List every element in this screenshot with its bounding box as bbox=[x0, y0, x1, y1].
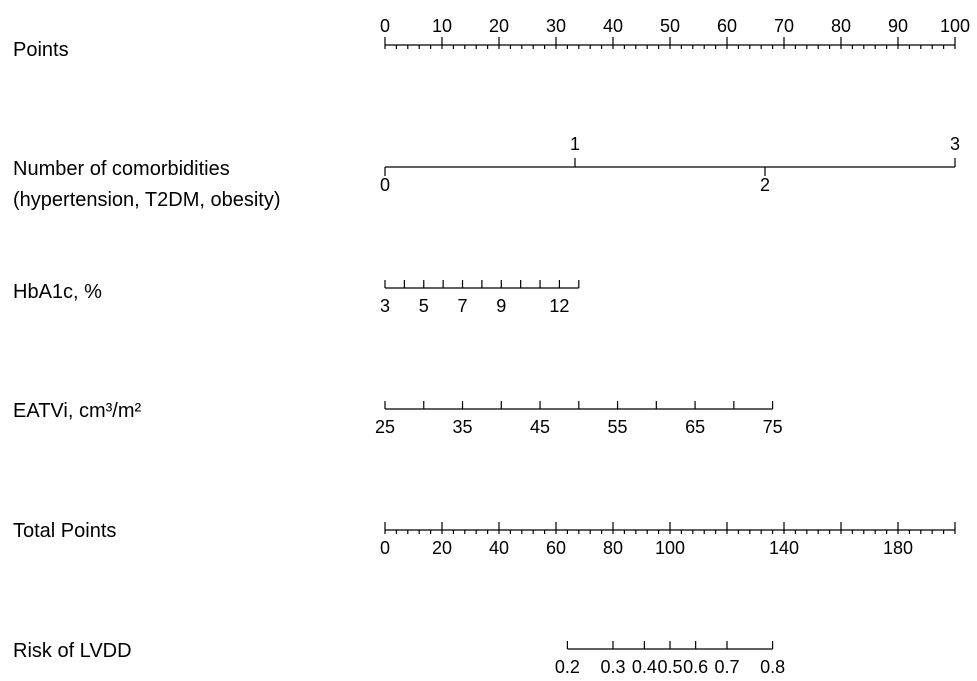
tick-label-total_points: 0 bbox=[380, 538, 390, 558]
tick-label-points: 0 bbox=[380, 16, 390, 36]
tick-label-risk: 0.5 bbox=[657, 657, 682, 677]
tick-label-hba1c: 7 bbox=[458, 296, 468, 316]
tick-label-total_points: 40 bbox=[489, 538, 509, 558]
tick-label-risk: 0.2 bbox=[555, 657, 580, 677]
tick-label-points: 90 bbox=[888, 16, 908, 36]
tick-label-hba1c: 5 bbox=[419, 296, 429, 316]
tick-label-points: 40 bbox=[603, 16, 623, 36]
tick-label-total_points: 60 bbox=[546, 538, 566, 558]
tick-label-points: 20 bbox=[489, 16, 509, 36]
row-label-risk: Risk of LVDD bbox=[13, 640, 132, 662]
tick-label-comorbidities: 3 bbox=[950, 134, 960, 154]
tick-label-points: 30 bbox=[546, 16, 566, 36]
tick-label-points: 10 bbox=[432, 16, 452, 36]
tick-label-risk: 0.7 bbox=[714, 657, 739, 677]
tick-label-risk: 0.6 bbox=[683, 657, 708, 677]
tick-label-total_points: 140 bbox=[769, 538, 799, 558]
tick-label-eatvi: 55 bbox=[608, 417, 628, 437]
tick-label-risk: 0.3 bbox=[600, 657, 625, 677]
tick-label-points: 60 bbox=[717, 16, 737, 36]
row-label-hba1c: HbA1c, % bbox=[13, 281, 102, 303]
tick-label-comorbidities: 1 bbox=[570, 134, 580, 154]
tick-label-total_points: 20 bbox=[432, 538, 452, 558]
row-label-points: Points bbox=[13, 39, 69, 61]
tick-label-hba1c: 12 bbox=[549, 296, 569, 316]
row-label-total_points: Total Points bbox=[13, 520, 116, 542]
tick-label-points: 100 bbox=[940, 16, 970, 36]
tick-label-total_points: 100 bbox=[655, 538, 685, 558]
tick-label-total_points: 180 bbox=[883, 538, 913, 558]
tick-label-risk: 0.4 bbox=[632, 657, 657, 677]
tick-label-eatvi: 25 bbox=[375, 417, 395, 437]
tick-label-hba1c: 9 bbox=[496, 296, 506, 316]
tick-label-eatvi: 45 bbox=[530, 417, 550, 437]
tick-label-comorbidities: 0 bbox=[380, 175, 390, 195]
row-label-comorbidities: Number of comorbidities bbox=[13, 158, 230, 180]
tick-label-eatvi: 35 bbox=[453, 417, 473, 437]
tick-label-points: 50 bbox=[660, 16, 680, 36]
tick-label-risk: 0.8 bbox=[760, 657, 785, 677]
tick-label-hba1c: 3 bbox=[380, 296, 390, 316]
row-label-eatvi: EATVi, cm³/m² bbox=[13, 400, 141, 422]
tick-label-eatvi: 65 bbox=[685, 417, 705, 437]
tick-label-points: 70 bbox=[774, 16, 794, 36]
tick-label-total_points: 80 bbox=[603, 538, 623, 558]
tick-label-comorbidities: 2 bbox=[760, 175, 770, 195]
tick-label-points: 80 bbox=[831, 16, 851, 36]
row-label-comorbidities: (hypertension, T2DM, obesity) bbox=[13, 189, 281, 211]
tick-label-eatvi: 75 bbox=[763, 417, 783, 437]
